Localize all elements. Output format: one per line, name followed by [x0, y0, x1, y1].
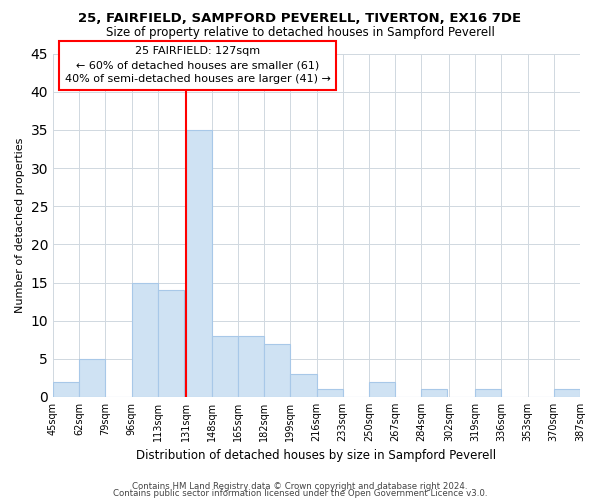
Bar: [53, 382, 79, 397]
Text: Size of property relative to detached houses in Sampford Peverell: Size of property relative to detached ho…: [106, 26, 494, 39]
Text: Contains HM Land Registry data © Crown copyright and database right 2024.: Contains HM Land Registry data © Crown c…: [132, 482, 468, 491]
Bar: [158, 290, 184, 397]
Bar: [317, 390, 343, 397]
Bar: [554, 390, 580, 397]
Bar: [79, 359, 106, 397]
Y-axis label: Number of detached properties: Number of detached properties: [15, 138, 25, 313]
Bar: [369, 382, 395, 397]
Bar: [421, 390, 448, 397]
Bar: [238, 336, 264, 397]
X-axis label: Distribution of detached houses by size in Sampford Peverell: Distribution of detached houses by size …: [136, 450, 497, 462]
Bar: [131, 282, 158, 397]
Text: 25 FAIRFIELD: 127sqm
← 60% of detached houses are smaller (61)
40% of semi-detac: 25 FAIRFIELD: 127sqm ← 60% of detached h…: [65, 46, 331, 84]
Bar: [475, 390, 502, 397]
Text: Contains public sector information licensed under the Open Government Licence v3: Contains public sector information licen…: [113, 490, 487, 498]
Bar: [212, 336, 238, 397]
Bar: [185, 130, 212, 397]
Bar: [290, 374, 317, 397]
Bar: [264, 344, 290, 397]
Text: 25, FAIRFIELD, SAMPFORD PEVERELL, TIVERTON, EX16 7DE: 25, FAIRFIELD, SAMPFORD PEVERELL, TIVERT…: [79, 12, 521, 26]
